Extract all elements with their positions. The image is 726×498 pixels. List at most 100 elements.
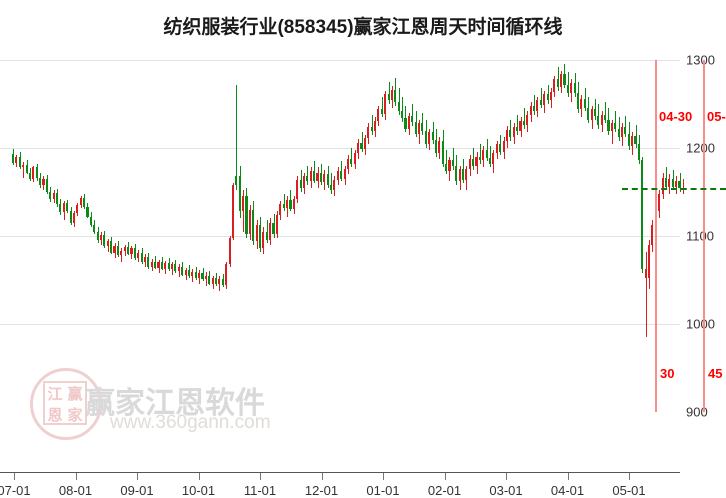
page-title: 纺织服装行业(858345)赢家江恩周天时间循环线 [163, 17, 563, 38]
x-axis-label: 07-01 [0, 483, 31, 498]
candle-body [140, 252, 143, 263]
candle-body [184, 270, 187, 275]
candle-body [333, 179, 336, 191]
candle-wick [683, 178, 684, 194]
candle-body [390, 89, 393, 101]
candle-body [648, 244, 651, 279]
candle-body [472, 158, 475, 167]
candle-wick [331, 172, 332, 194]
candle-wick [517, 114, 518, 135]
candle-body [181, 266, 184, 275]
y-axis-label: 1100 [686, 228, 714, 244]
candle-body [563, 74, 566, 85]
candle-body [380, 109, 383, 114]
candle-body [83, 198, 86, 207]
candle-body [137, 252, 140, 258]
candle-wick [510, 119, 511, 141]
x-axis-tick [75, 473, 77, 480]
y-axis-label: 1000 [686, 316, 715, 332]
x-axis-tick [198, 473, 200, 480]
plot-area[interactable]: 1300 1200 1100 1000 900 07-01 08-01 09-01 10-01 1… [0, 53, 726, 498]
candle-body [543, 94, 546, 105]
candle-body [668, 178, 671, 187]
candle-body [600, 114, 603, 126]
candle-body [516, 126, 519, 132]
candle-body [42, 178, 45, 185]
candle-body [22, 164, 25, 168]
candle-body [458, 169, 461, 182]
candle-body [221, 279, 224, 286]
candle-body [275, 214, 278, 235]
gridline [0, 60, 680, 61]
candle-body [461, 169, 465, 180]
candle-body [675, 181, 678, 187]
candle-body [201, 272, 204, 280]
candle-body [370, 126, 373, 132]
candle-body [120, 250, 123, 256]
gann-cycle-line-30[interactable] [655, 60, 657, 412]
candle-body [367, 126, 370, 139]
x-axis-label: 03-01 [489, 483, 523, 498]
candle-body [160, 262, 163, 269]
candle-body [194, 272, 197, 279]
gann-cycle-line-45[interactable] [703, 60, 705, 412]
x-axis-line [0, 472, 680, 473]
candle-body [286, 199, 289, 208]
gridline [0, 324, 680, 325]
candle-body [157, 262, 160, 268]
candle-body [147, 257, 150, 267]
candle-body [587, 107, 590, 120]
candle-body [326, 174, 329, 185]
candle-body [614, 123, 617, 129]
candle-body [323, 174, 326, 183]
candle-body [350, 158, 353, 164]
y-axis-label: 900 [686, 404, 708, 420]
candle-body [35, 167, 38, 178]
candle-body [465, 169, 468, 180]
candle-body [130, 248, 133, 254]
candle-wick [646, 251, 647, 338]
candle-body [269, 222, 272, 240]
candle-body [438, 140, 441, 154]
candle-body [434, 140, 437, 154]
gann-cycle-line-45-date-label: 05-15 [707, 109, 726, 124]
candle-body [519, 120, 522, 132]
candle-body [99, 235, 103, 241]
candle-body [441, 140, 444, 164]
candle-body [228, 237, 231, 265]
candle-body [340, 170, 343, 179]
candle-body [495, 144, 498, 154]
candle-body [336, 170, 339, 180]
candle-body [174, 264, 177, 272]
candle-wick [558, 67, 559, 91]
candle-body [631, 135, 634, 147]
candle-wick [351, 148, 352, 168]
x-axis-label: 12-01 [304, 483, 339, 498]
candle-body [522, 120, 525, 126]
candle-body [512, 126, 515, 138]
candle-body [127, 247, 130, 254]
candle-body [62, 203, 65, 213]
candle-body [96, 231, 99, 241]
candle-body [262, 231, 265, 249]
candle-body [171, 264, 174, 270]
candle-body [72, 213, 75, 223]
candle-body [428, 132, 431, 145]
x-axis-label: 05-01 [612, 483, 646, 498]
candle-body [570, 82, 573, 94]
candle-body [211, 278, 214, 284]
x-axis-label: 04-01 [550, 483, 585, 498]
candle-body [235, 176, 238, 185]
candle-body [384, 94, 387, 114]
candle-body [49, 192, 52, 200]
candle-body [641, 160, 644, 270]
candle-body [133, 248, 136, 258]
candle-body [610, 123, 613, 132]
candle-wick [372, 114, 373, 135]
candle-body [620, 126, 624, 138]
y-axis-label: 1300 [686, 52, 715, 68]
candle-body [499, 144, 502, 152]
candle-body [52, 192, 55, 200]
candle-wick [307, 165, 308, 185]
gann-cycle-chart: 纺织服装行业(858345)赢家江恩周天时间循环线 1300 1200 1100 10… [0, 17, 726, 498]
